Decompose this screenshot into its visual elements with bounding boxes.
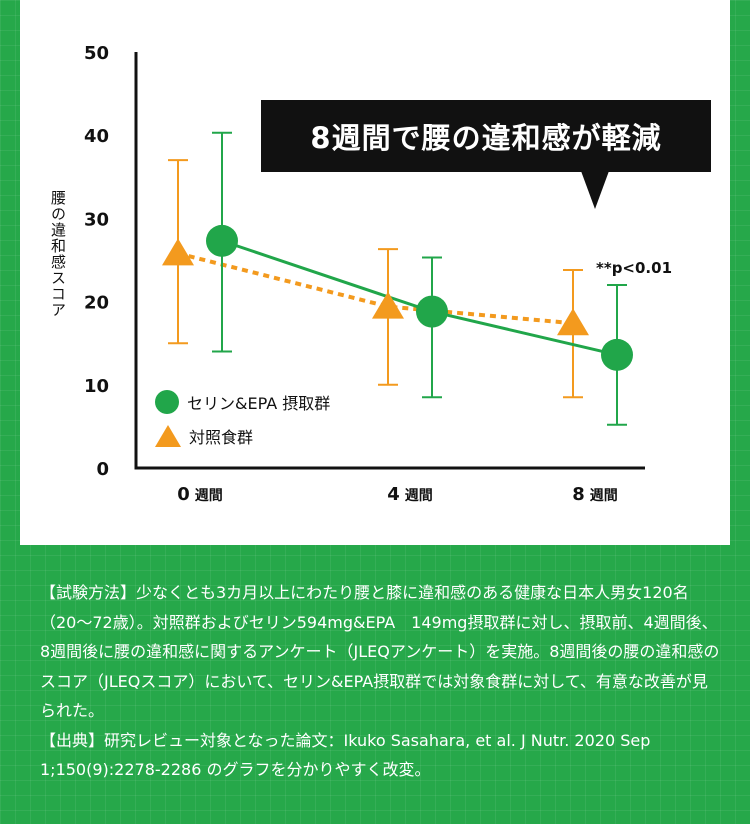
y-tick-label: 0: [96, 459, 109, 480]
legend-item-control: 対照食群: [155, 421, 330, 451]
source-text: 【出典】研究レビュー対象となった論文：Ikuko Sasahara, et al…: [40, 730, 651, 780]
legend-label-serine: セリン&EPA 摂取群: [187, 394, 331, 413]
method-text: 【試験方法】少なくとも3カ月以上にわたり腰と膝に違和感のある健康な日本人男女12…: [40, 583, 720, 720]
data-point-serine: [416, 295, 448, 328]
legend-circle-marker: [155, 390, 179, 414]
legend-label-control: 対照食群: [189, 428, 254, 447]
y-tick-label: 40: [84, 126, 109, 147]
data-point-control: [372, 291, 404, 319]
callout-box: 8週間で腰の違和感が軽減: [261, 100, 711, 172]
legend-triangle-marker: [155, 425, 181, 447]
data-point-control: [162, 238, 194, 266]
chart: 0 10 20 30 40 50 0 週間 4 週間 8 週間: [84, 43, 645, 505]
y-tick-label: 50: [84, 43, 109, 64]
x-tick-label: 0 週間: [177, 484, 223, 505]
chart-panel: [20, 0, 730, 545]
y-axis-label: 腰の違和感スコア: [49, 190, 67, 318]
data-point-serine: [206, 224, 238, 257]
y-tick-label: 20: [84, 293, 109, 314]
significance-annotation: **p<0.01: [596, 259, 673, 277]
series-line-serine: [221, 239, 618, 357]
legend: セリン&EPA 摂取群 対照食群: [155, 387, 330, 455]
y-tick-label: 10: [84, 376, 109, 397]
x-tick-label: 4 週間: [387, 484, 433, 505]
study-note: 【試験方法】少なくとも3カ月以上にわたり腰と膝に違和感のある健康な日本人男女12…: [40, 578, 720, 785]
legend-item-serine: セリン&EPA 摂取群: [155, 387, 330, 417]
callout-tail: [581, 171, 609, 209]
data-point-control: [557, 308, 589, 336]
data-point-serine: [601, 338, 633, 371]
y-tick-label: 30: [84, 209, 109, 230]
x-tick-label: 8 週間: [572, 484, 618, 505]
